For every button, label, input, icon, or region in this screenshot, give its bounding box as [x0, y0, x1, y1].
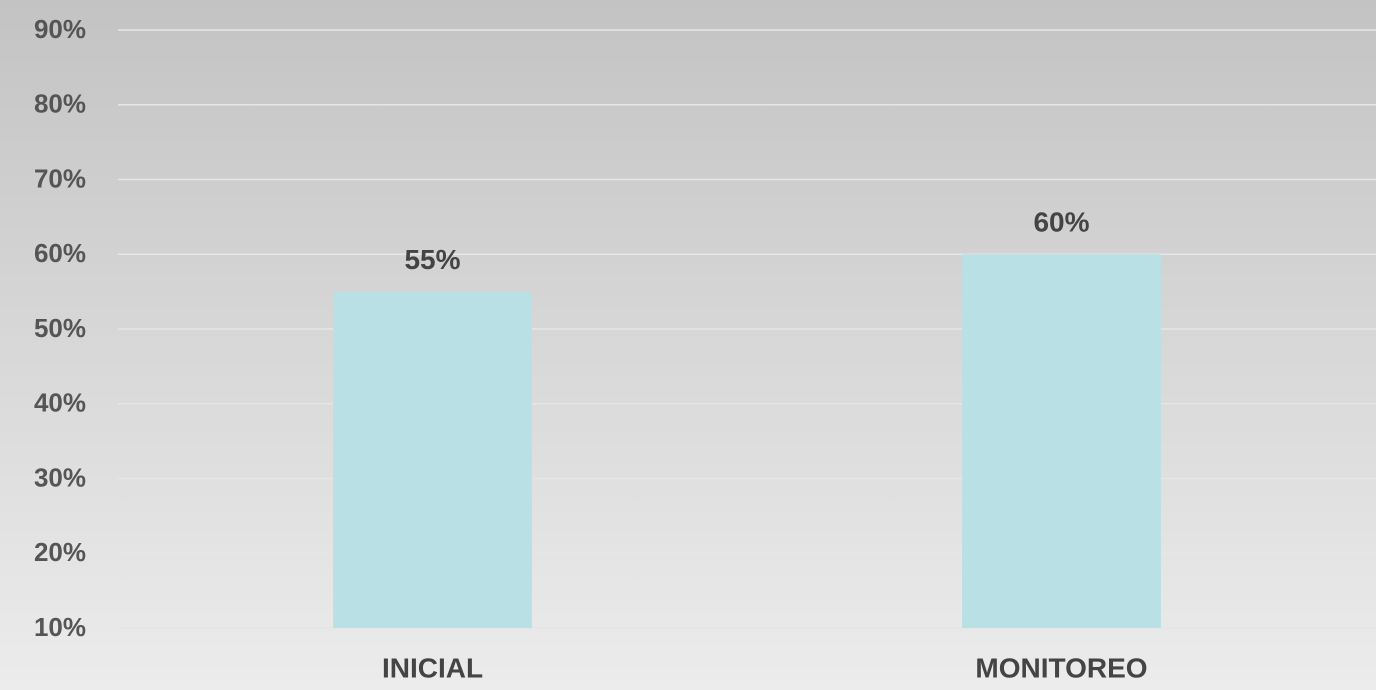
x-tick-label: INICIAL — [382, 652, 483, 683]
y-tick-label: 30% — [34, 462, 86, 492]
y-tick-label: 80% — [34, 89, 86, 119]
y-tick-label: 70% — [34, 163, 86, 193]
bar — [962, 254, 1161, 628]
value-label: 60% — [1033, 207, 1089, 238]
y-tick-label: 50% — [34, 313, 86, 343]
y-tick-label: 10% — [34, 612, 86, 642]
bar — [333, 291, 532, 628]
y-tick-label: 20% — [34, 537, 86, 567]
value-label: 55% — [404, 244, 460, 275]
y-tick-label: 40% — [34, 388, 86, 418]
y-tick-label: 60% — [34, 238, 86, 268]
x-tick-label: MONITOREO — [975, 652, 1147, 683]
y-tick-label: 90% — [34, 14, 86, 44]
